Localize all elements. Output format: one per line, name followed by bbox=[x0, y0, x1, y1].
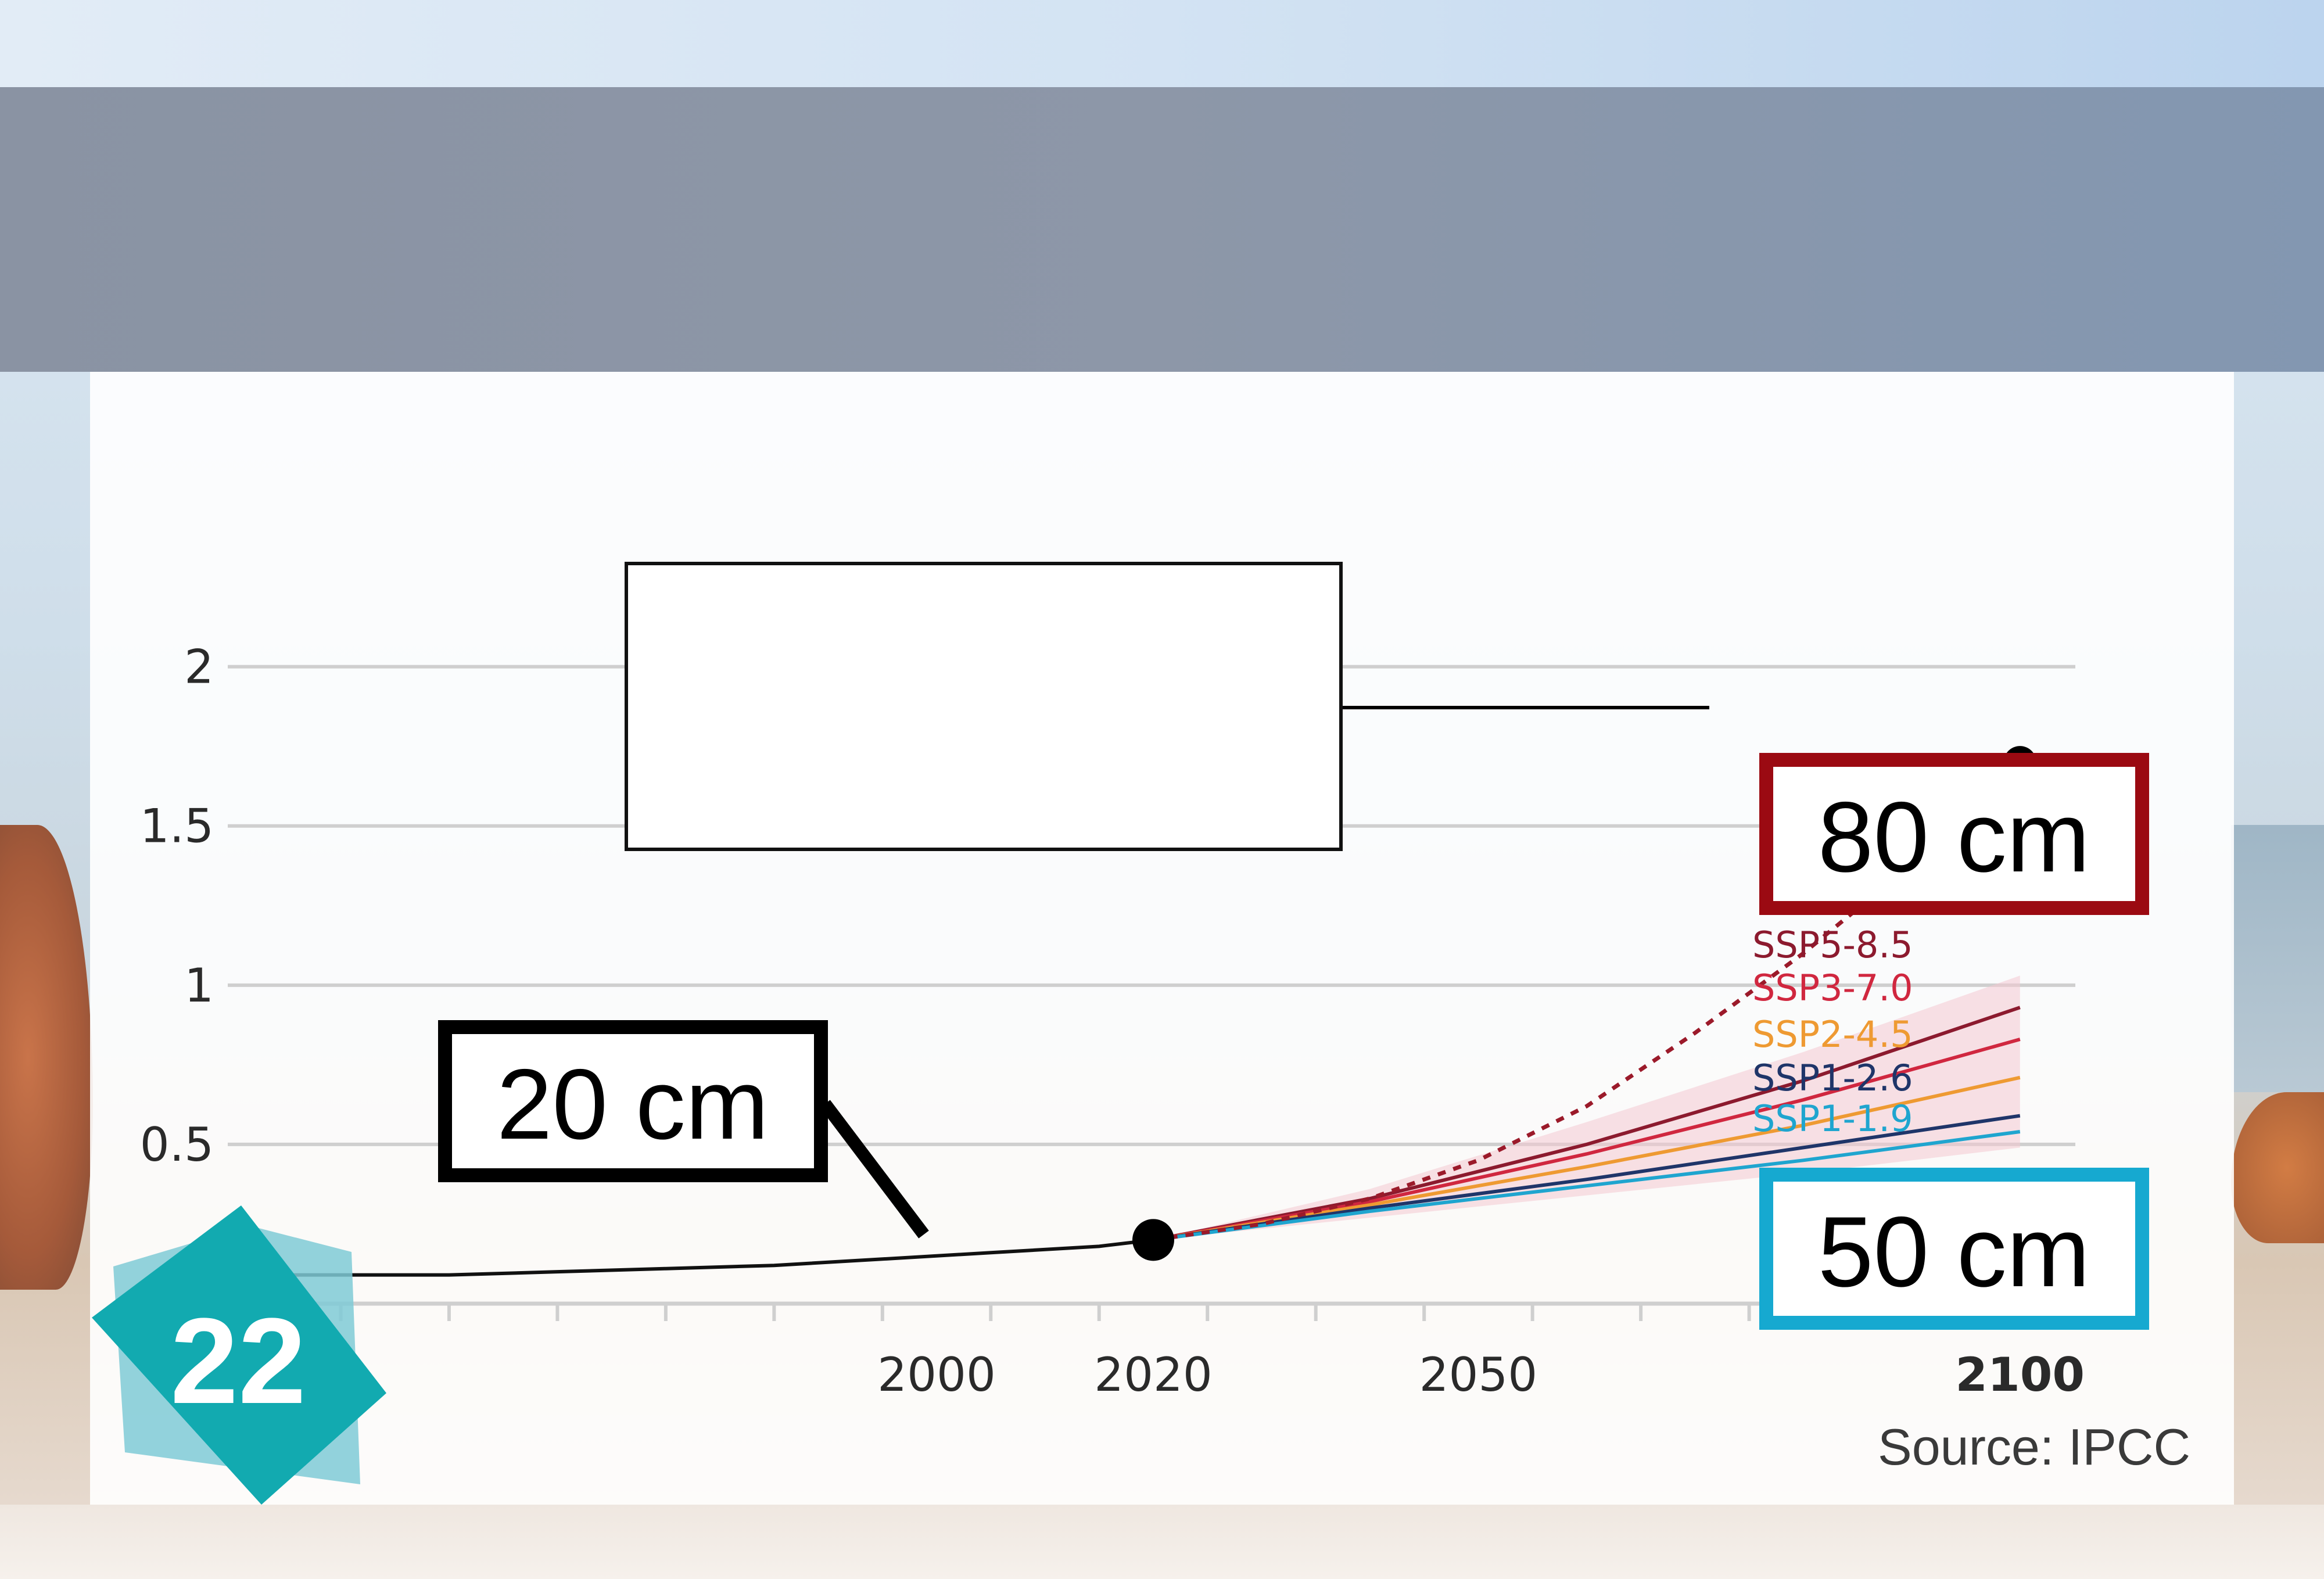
badge-front-diamond bbox=[92, 1205, 386, 1505]
callout-20-box bbox=[438, 1020, 828, 1182]
x-tick-label-2020: 2020 bbox=[1094, 1348, 1213, 1402]
source-note: Source: IPCC bbox=[1878, 1418, 2190, 1476]
y-tick-label-1.5: 1.5 bbox=[140, 799, 214, 853]
top-callout-box bbox=[625, 562, 1343, 851]
title-banner bbox=[0, 87, 2324, 372]
series-label-SSP1-2.6: SSP1-2.6 bbox=[1752, 1057, 1913, 1099]
sky-background bbox=[0, 0, 2324, 87]
x-tick-labels: 2000 2020 2050 2100 bbox=[877, 1348, 2085, 1402]
callout-80-text: 80 cm bbox=[1818, 781, 2090, 893]
callout-20-leader bbox=[820, 1100, 929, 1239]
series-label-SSP5-8.5: SSP5-8.5 bbox=[1752, 924, 1913, 966]
series-line-SSP5-8.5 bbox=[1153, 1006, 2021, 1242]
y-tick-label-1: 1 bbox=[184, 959, 214, 1013]
y-tick-label-2: 2 bbox=[184, 640, 214, 694]
series-line-SSP2-4.5 bbox=[1153, 1075, 2021, 1242]
series-label-SSP2-4.5: SSP2-4.5 bbox=[1752, 1013, 1913, 1056]
historical-line bbox=[232, 1238, 1154, 1277]
series-label-SSP3-7.0: SSP3-7.0 bbox=[1752, 967, 1913, 1009]
callout-50-box bbox=[1759, 1168, 2149, 1330]
foam-background bbox=[0, 1505, 2324, 1579]
series-label-SSP1-1.9: SSP1-1.9 bbox=[1752, 1097, 1913, 1140]
y-tick-label-0.5: 0.5 bbox=[140, 1118, 214, 1172]
x-tick-label-2000: 2000 bbox=[877, 1348, 996, 1402]
series-line-SSP1-1.9 bbox=[1153, 1130, 2021, 1242]
x-tick-label-2100: 2100 bbox=[1955, 1348, 2085, 1402]
slide-number: 22 bbox=[170, 1293, 306, 1429]
callout-80-box bbox=[1759, 753, 2149, 915]
series-line-SSP1-2.6 bbox=[1153, 1114, 2021, 1242]
callout-20-text: 20 cm bbox=[497, 1049, 769, 1160]
x-tick-label-2050: 2050 bbox=[1419, 1348, 1538, 1402]
callout-50-text: 50 cm bbox=[1818, 1196, 2090, 1308]
slide-number-badge: 22 bbox=[92, 1205, 386, 1505]
sea-right bbox=[2231, 825, 2324, 1092]
marker-2020 bbox=[1132, 1219, 1174, 1261]
y-tick-labels: 0.5 1 1.5 2 bbox=[140, 640, 214, 1172]
